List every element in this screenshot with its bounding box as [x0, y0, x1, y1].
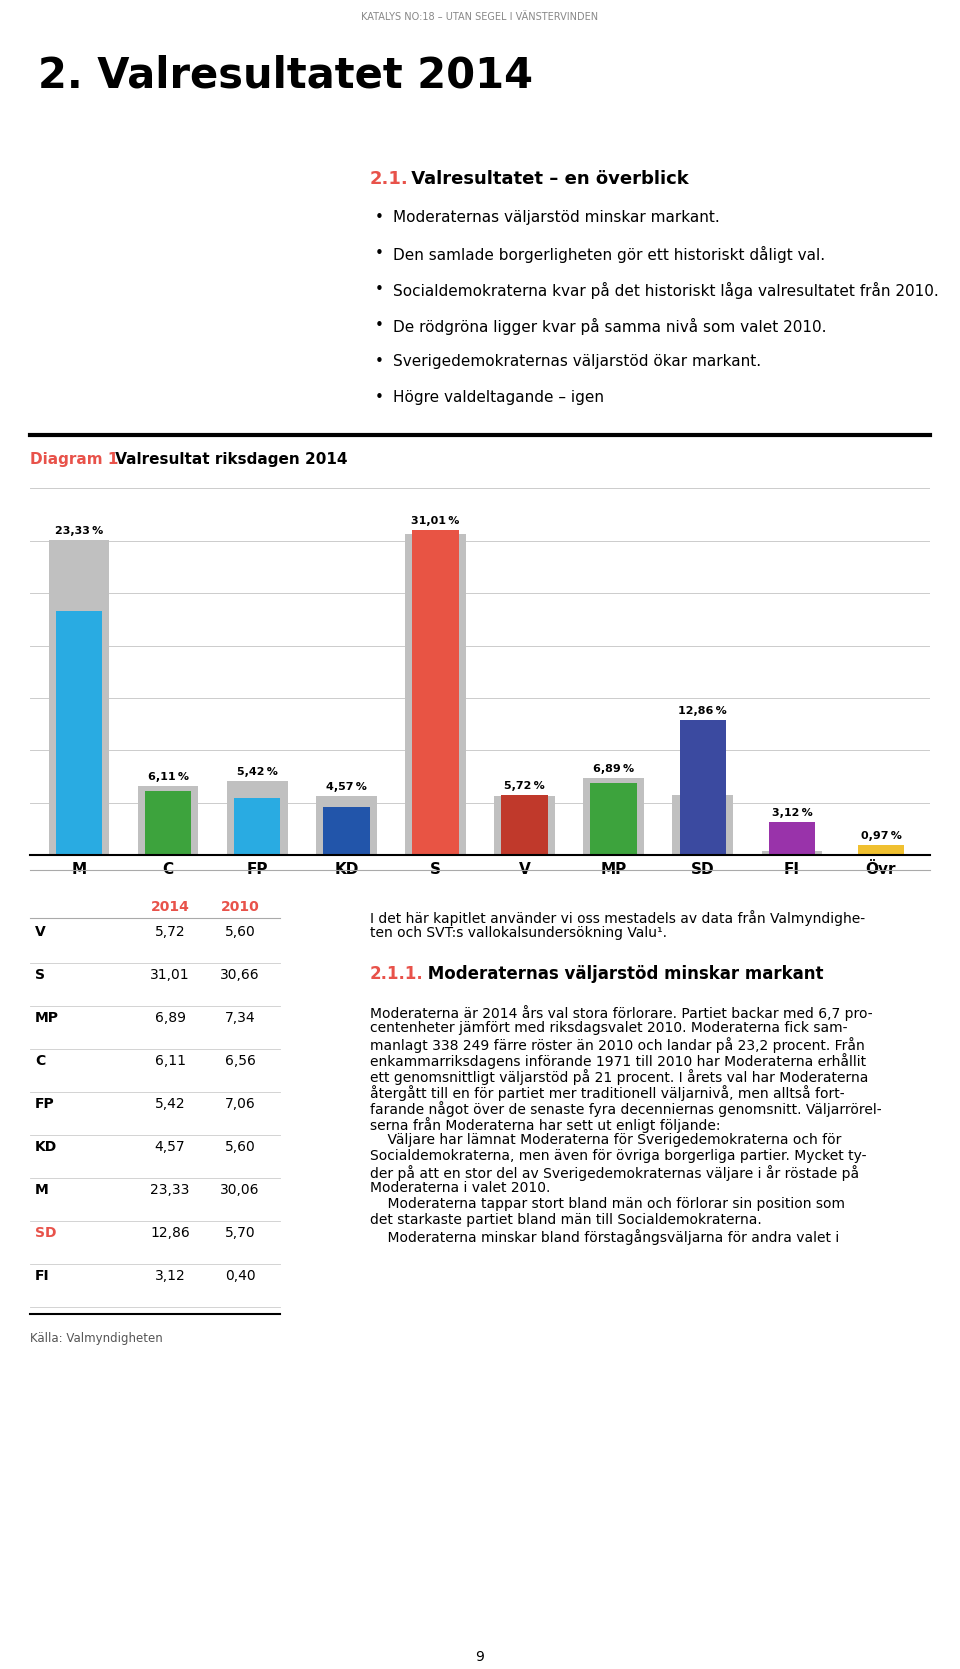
Text: S: S	[35, 968, 45, 981]
Bar	[858, 845, 904, 855]
Text: FP: FP	[35, 1097, 55, 1112]
Text: det starkaste partiet bland män till Socialdemokraterna.: det starkaste partiet bland män till Soc…	[370, 1213, 761, 1227]
Text: återgått till en för partiet mer traditionell väljarnivå, men alltså fort-: återgått till en för partiet mer traditi…	[370, 1085, 845, 1102]
Text: 5,70: 5,70	[225, 1227, 255, 1240]
Bar	[590, 783, 636, 855]
Text: Den samlade borgerligheten gör ett historiskt dåligt val.: Den samlade borgerligheten gör ett histo…	[393, 245, 826, 264]
Text: 30,06: 30,06	[220, 1183, 260, 1197]
Text: centenheter jämfört med riksdagsvalet 2010. Moderaterna fick sam-: centenheter jämfört med riksdagsvalet 20…	[370, 1021, 848, 1035]
Text: KD: KD	[35, 1140, 58, 1153]
Bar	[680, 721, 726, 855]
Bar	[412, 531, 459, 855]
Text: 12,86: 12,86	[150, 1227, 190, 1240]
Text: 2.1.1.: 2.1.1.	[370, 965, 423, 983]
Text: 9: 9	[475, 1651, 485, 1664]
Bar	[138, 786, 199, 855]
Text: Moderaternas väljarstöd minskar markant.: Moderaternas väljarstöd minskar markant.	[393, 210, 720, 225]
Text: 2. Valresultatet 2014: 2. Valresultatet 2014	[38, 55, 533, 97]
Text: enkammarriksdagens införande 1971 till 2010 har Moderaterna erhållit: enkammarriksdagens införande 1971 till 2…	[370, 1053, 866, 1068]
Text: 12,86 %: 12,86 %	[679, 706, 727, 716]
Text: •: •	[375, 282, 384, 297]
Text: V: V	[35, 925, 46, 940]
Text: 5,72: 5,72	[155, 925, 185, 940]
Text: 30,66: 30,66	[220, 968, 260, 981]
Text: Högre valdeltagande – igen: Högre valdeltagande – igen	[393, 391, 604, 406]
Text: 5,60: 5,60	[225, 925, 255, 940]
Bar	[769, 823, 815, 855]
Bar	[227, 781, 288, 855]
Text: 2014: 2014	[151, 900, 189, 915]
Text: serna från Moderaterna har sett ut enligt följande:: serna från Moderaterna har sett ut enlig…	[370, 1117, 721, 1133]
Text: KATALYS NO:18 – UTAN SEGEL I VÄNSTERVINDEN: KATALYS NO:18 – UTAN SEGEL I VÄNSTERVIND…	[361, 12, 599, 22]
Text: M: M	[35, 1183, 49, 1197]
Text: Moderaterna i valet 2010.: Moderaterna i valet 2010.	[370, 1182, 550, 1195]
Text: Moderaterna tappar stort bland män och förlorar sin position som: Moderaterna tappar stort bland män och f…	[370, 1197, 845, 1212]
Text: 6,11: 6,11	[155, 1055, 185, 1068]
Text: 6,56: 6,56	[225, 1055, 255, 1068]
Text: 6,89: 6,89	[155, 1011, 185, 1025]
Text: 0,40: 0,40	[225, 1268, 255, 1283]
Text: Socialdemokraterna kvar på det historiskt låga valresultatet från 2010.: Socialdemokraterna kvar på det historisk…	[393, 282, 939, 299]
Text: •: •	[375, 210, 384, 225]
Text: 5,72 %: 5,72 %	[504, 781, 545, 791]
Text: Valresultatet – en överblick: Valresultatet – en överblick	[405, 170, 688, 189]
Text: Moderaterna minskar bland förstagångsväljarna för andra valet i: Moderaterna minskar bland förstagångsväl…	[370, 1228, 839, 1245]
Text: 23,33: 23,33	[151, 1183, 190, 1197]
Text: Väljare har lämnat Moderaterna för Sverigedemokraterna och för: Väljare har lämnat Moderaterna för Sveri…	[370, 1133, 841, 1147]
Bar	[405, 534, 466, 855]
Text: Socialdemokraterna, men även för övriga borgerliga partier. Mycket ty-: Socialdemokraterna, men även för övriga …	[370, 1148, 867, 1163]
Text: 3,12 %: 3,12 %	[772, 808, 812, 818]
Text: 6,11 %: 6,11 %	[148, 773, 188, 783]
Text: 4,57 %: 4,57 %	[325, 783, 367, 793]
Text: 5,60: 5,60	[225, 1140, 255, 1153]
Text: 5,42: 5,42	[155, 1097, 185, 1112]
Text: 7,06: 7,06	[225, 1097, 255, 1112]
Text: 3,12: 3,12	[155, 1268, 185, 1283]
Text: •: •	[375, 391, 384, 406]
Text: Sverigedemokraternas väljarstöd ökar markant.: Sverigedemokraternas väljarstöd ökar mar…	[393, 354, 761, 369]
Bar	[56, 611, 102, 855]
Text: ett genomsnittligt väljarstöd på 21 procent. I årets val har Moderaterna: ett genomsnittligt väljarstöd på 21 proc…	[370, 1070, 869, 1085]
Text: ten och SVT:s vallokalsundersökning Valu¹.: ten och SVT:s vallokalsundersökning Valu…	[370, 926, 667, 940]
Text: 2010: 2010	[221, 900, 259, 915]
Bar	[234, 798, 280, 855]
Bar	[494, 796, 555, 855]
Bar	[145, 791, 191, 855]
Bar	[672, 796, 733, 855]
Text: 2.1.: 2.1.	[370, 170, 409, 189]
Text: der på att en stor del av Sverigedemokraternas väljare i år röstade på: der på att en stor del av Sverigedemokra…	[370, 1165, 859, 1182]
Text: Moderaterna är 2014 års val stora förlorare. Partiet backar med 6,7 pro-: Moderaterna är 2014 års val stora förlor…	[370, 1005, 873, 1021]
Text: MP: MP	[35, 1011, 59, 1025]
Text: C: C	[35, 1055, 45, 1068]
Bar	[316, 796, 376, 855]
Bar	[761, 851, 822, 855]
Bar	[501, 794, 548, 855]
Text: 6,89 %: 6,89 %	[593, 764, 635, 774]
Text: Moderaternas väljarstöd minskar markant: Moderaternas väljarstöd minskar markant	[422, 965, 824, 983]
Text: I det här kapitlet använder vi oss mestadels av data från Valmyndighe-: I det här kapitlet använder vi oss mesta…	[370, 910, 865, 926]
Text: manlagt 338 249 färre röster än 2010 och landar på 23,2 procent. Från: manlagt 338 249 färre röster än 2010 och…	[370, 1036, 865, 1053]
Text: 31,01 %: 31,01 %	[411, 516, 460, 526]
Bar	[584, 778, 644, 855]
Text: 4,57: 4,57	[155, 1140, 185, 1153]
Text: farande något över de senaste fyra decenniernas genomsnitt. Väljarrörel-: farande något över de senaste fyra decen…	[370, 1102, 881, 1117]
Text: De rödgröna ligger kvar på samma nivå som valet 2010.: De rödgröna ligger kvar på samma nivå so…	[393, 319, 827, 335]
Text: •: •	[375, 245, 384, 260]
Text: 31,01: 31,01	[150, 968, 190, 981]
Text: Valresultat riksdagen 2014: Valresultat riksdagen 2014	[110, 452, 348, 467]
Text: 23,33 %: 23,33 %	[55, 526, 103, 536]
Text: Källa: Valmyndigheten: Källa: Valmyndigheten	[30, 1332, 163, 1345]
Text: •: •	[375, 354, 384, 369]
Text: 0,97 %: 0,97 %	[860, 831, 901, 841]
Bar	[324, 808, 370, 855]
Bar	[49, 541, 109, 855]
Text: Diagram 1.: Diagram 1.	[30, 452, 124, 467]
Text: FI: FI	[35, 1268, 50, 1283]
Text: 7,34: 7,34	[225, 1011, 255, 1025]
Text: •: •	[375, 319, 384, 334]
Text: SD: SD	[35, 1227, 57, 1240]
Text: 5,42 %: 5,42 %	[237, 766, 277, 776]
